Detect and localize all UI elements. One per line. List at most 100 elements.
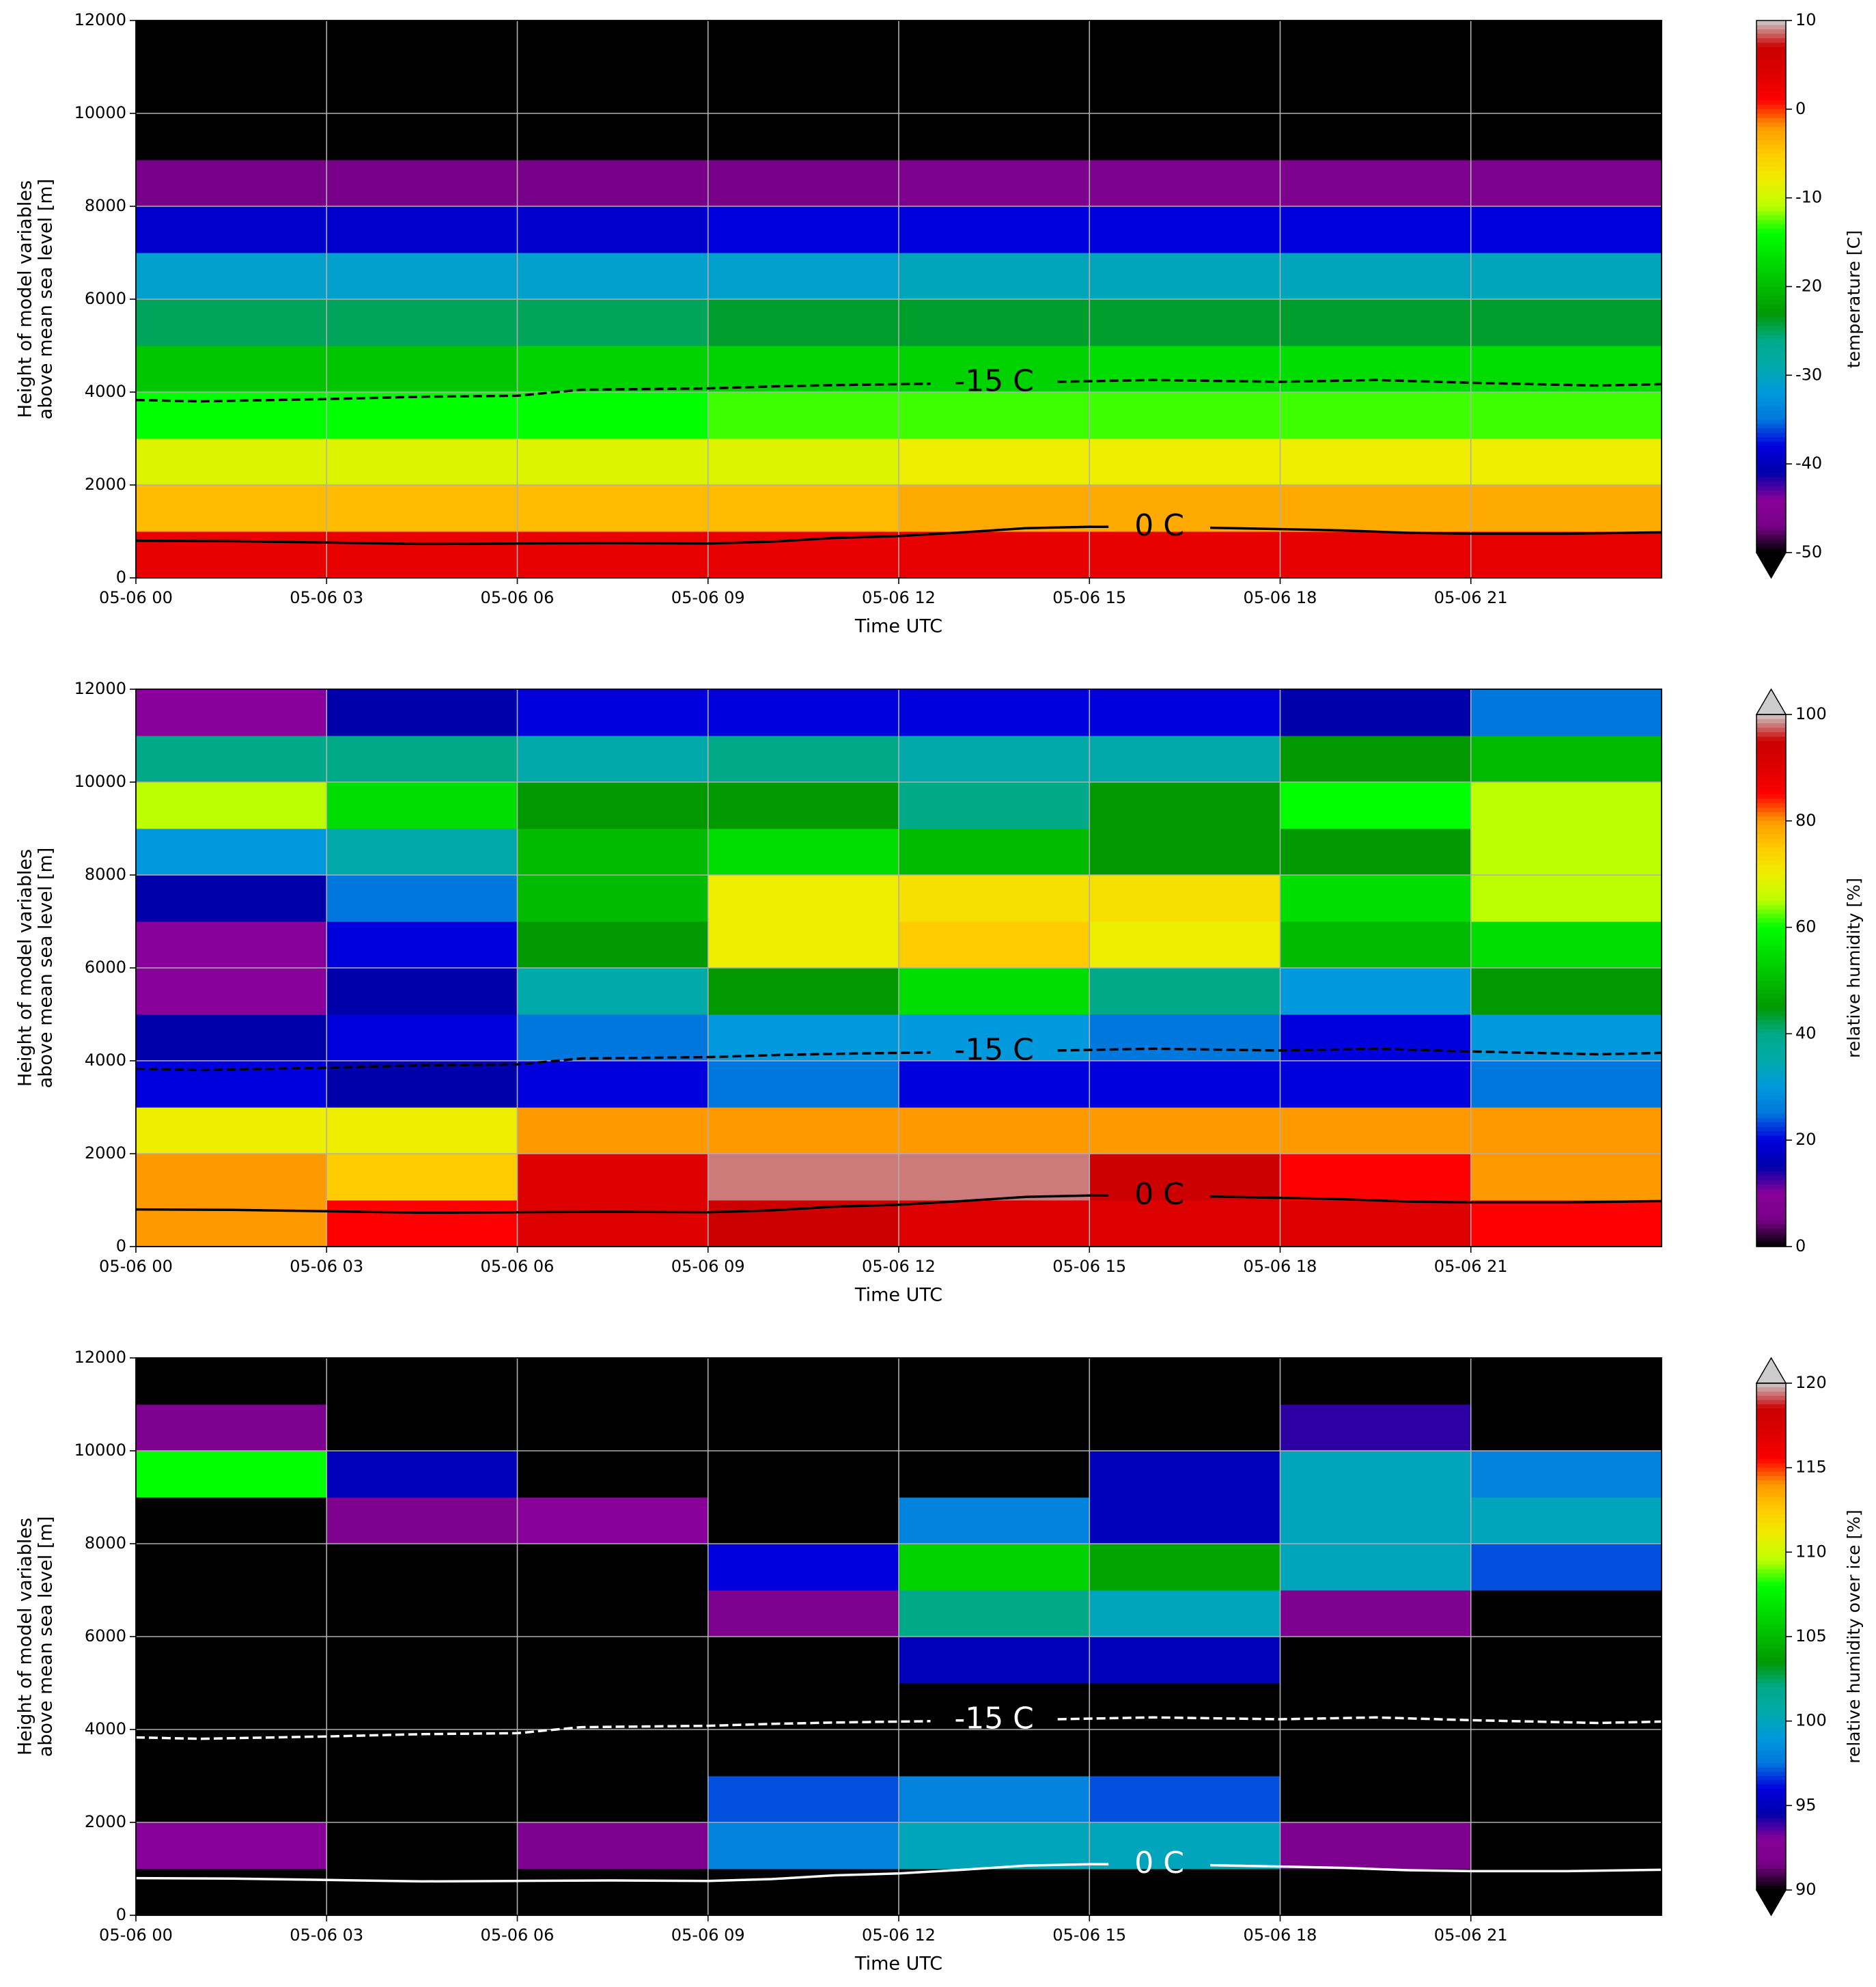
heat-cell — [899, 1200, 1090, 1247]
colorbar-slice — [1756, 1404, 1786, 1409]
colorbar-slice — [1756, 100, 1786, 105]
heat-cell — [1089, 689, 1280, 736]
heat-cell — [517, 439, 709, 486]
colorbar-slice — [1756, 1055, 1786, 1061]
colorbar-slice — [1756, 455, 1786, 460]
heat-cell — [1470, 1451, 1662, 1498]
heat-cell — [1470, 829, 1662, 876]
colorbar-slice — [1756, 1425, 1786, 1430]
heat-cell — [1470, 20, 1662, 68]
heat-cell — [1470, 782, 1662, 829]
axes-frame — [135, 689, 1662, 1247]
colorbar-slice — [1756, 989, 1786, 995]
colorbar-slice — [1756, 402, 1786, 407]
heat-cell — [1089, 921, 1280, 969]
colorbar-slice — [1756, 1602, 1786, 1608]
heat-cell — [899, 689, 1090, 736]
heat-cell — [1089, 253, 1280, 300]
heat-cell — [517, 160, 709, 207]
colorbar-slice — [1756, 1417, 1786, 1422]
heat-cell — [1089, 1107, 1280, 1154]
heat-cell — [517, 1637, 709, 1684]
colorbar-slice — [1756, 1518, 1786, 1523]
heat-cell — [326, 1358, 518, 1405]
colorbar-slice — [1756, 1662, 1786, 1667]
heat-cell — [1089, 1404, 1280, 1451]
colorbar-slice — [1756, 370, 1786, 376]
heat-cell — [899, 392, 1090, 439]
colorbar-slice — [1756, 1131, 1786, 1137]
colorbar-slice — [1756, 811, 1786, 817]
colorbar-slice — [1756, 46, 1786, 53]
colorbar-slice — [1756, 1750, 1786, 1755]
y-axis-label: above mean sea level [m] — [36, 848, 57, 1089]
colorbar-slice — [1756, 91, 1786, 96]
colorbar-tick-label: 115 — [1795, 1458, 1827, 1477]
colorbar-slice — [1756, 521, 1786, 527]
heat-cell — [326, 1637, 518, 1684]
contour-label: -15 C — [954, 1701, 1034, 1736]
colorbar-slice — [1756, 896, 1786, 902]
heat-cell — [1089, 439, 1280, 486]
colorbar-slice — [1756, 1543, 1786, 1548]
heat-cell — [708, 1061, 899, 1108]
colorbar-slice — [1756, 415, 1786, 420]
heat-cell — [1470, 736, 1662, 783]
colorbar-slice — [1756, 1413, 1786, 1418]
heat-cell — [517, 1061, 709, 1108]
heat-cell — [326, 1869, 518, 1916]
colorbar-slice — [1756, 411, 1786, 416]
colorbar-slice — [1756, 1060, 1786, 1066]
heat-cell — [1470, 1637, 1662, 1684]
colorbar-slice — [1756, 1171, 1786, 1176]
colorbar-slice — [1756, 1523, 1786, 1527]
colorbar-slice — [1756, 1069, 1786, 1074]
colorbar-slice — [1756, 1801, 1786, 1806]
x-tick-label: 05-06 15 — [1052, 588, 1126, 607]
colorbar-slice — [1756, 1459, 1786, 1464]
colorbar-slice — [1756, 993, 1786, 999]
colorbar-slice — [1756, 758, 1786, 764]
colorbar-slice — [1756, 1624, 1786, 1629]
colorbar-slice — [1756, 878, 1786, 884]
y-tick-label: 10000 — [74, 772, 126, 791]
colorbar-slice — [1756, 29, 1786, 35]
colorbar-slice — [1756, 1109, 1786, 1114]
colorbar-slice — [1756, 361, 1786, 367]
colorbar-slice — [1756, 1763, 1786, 1768]
colorbar-slice — [1756, 238, 1786, 243]
colorbar-slice — [1756, 767, 1786, 773]
heat-cell — [136, 206, 327, 253]
y-tick-label: 2000 — [85, 1143, 126, 1163]
colorbar-slice — [1756, 33, 1786, 39]
heat-cell — [136, 875, 327, 922]
heat-cell — [517, 1497, 709, 1544]
colorbar-slice — [1756, 803, 1786, 808]
colorbar-slice — [1756, 1742, 1786, 1747]
colorbar-slice — [1756, 255, 1786, 261]
colorbar-slice — [1756, 126, 1786, 132]
heat-cell — [899, 875, 1090, 922]
colorbar-slice — [1756, 1007, 1786, 1012]
colorbar-slice — [1756, 852, 1786, 857]
contour-line — [136, 1716, 1662, 1740]
colorbar-slice — [1756, 1193, 1786, 1199]
colorbar-slice — [1756, 1100, 1786, 1105]
colorbar-slice — [1756, 499, 1786, 505]
heat-cell — [326, 1451, 518, 1498]
colorbar-slice — [1756, 936, 1786, 941]
x-tick-label: 05-06 09 — [671, 1257, 745, 1276]
heat-cell — [708, 1451, 899, 1498]
colorbar-slice — [1756, 754, 1786, 760]
heat-cell — [326, 1061, 518, 1108]
colorbar-slice — [1756, 428, 1786, 434]
heat-cell — [899, 1822, 1090, 1870]
colorbar-slice — [1756, 1383, 1786, 1388]
colorbar-slice — [1756, 1051, 1786, 1057]
colorbar-slice — [1756, 1611, 1786, 1616]
colorbar-slice — [1756, 530, 1786, 536]
heat-cell — [1280, 1544, 1472, 1591]
colorbar-slice — [1756, 838, 1786, 844]
y-tick-label: 10000 — [74, 1441, 126, 1460]
colorbar-slice — [1756, 1835, 1786, 1840]
